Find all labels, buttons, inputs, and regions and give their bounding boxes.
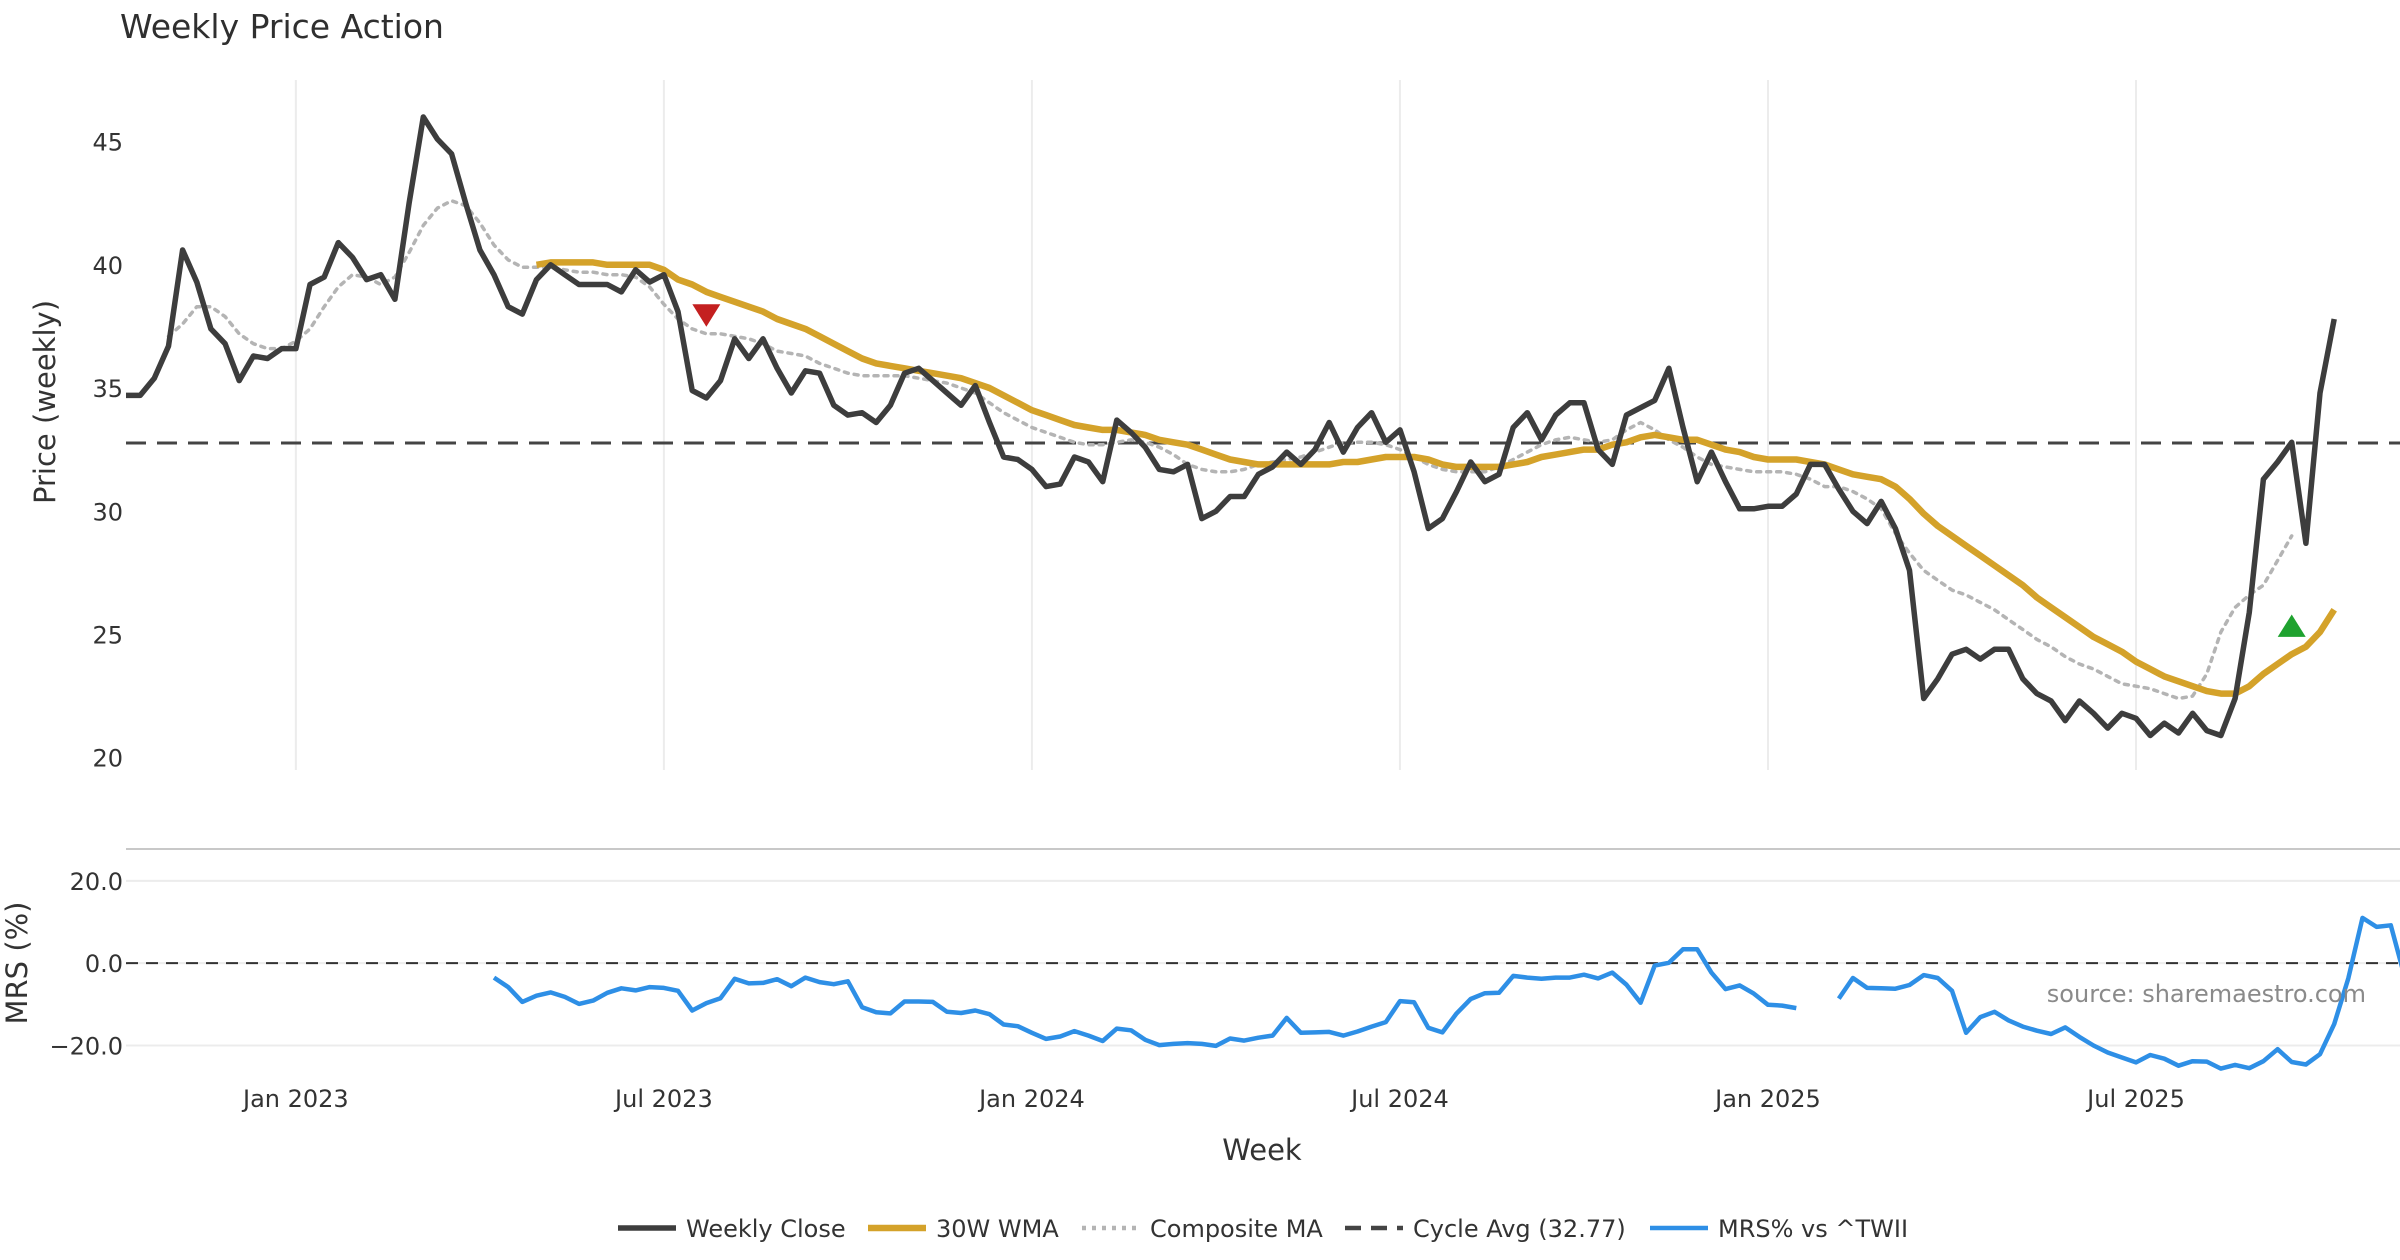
series-layer bbox=[126, 114, 2400, 1071]
x-tick-label: Jan 2025 bbox=[1713, 1085, 1821, 1113]
y-tick-label: 45 bbox=[92, 129, 123, 157]
y-tick-label: −20.0 bbox=[49, 1033, 123, 1061]
legend-label-30w-wma: 30W WMA bbox=[936, 1215, 1059, 1243]
mrs-panel-ylabel: MRS (%) bbox=[0, 902, 34, 1025]
signal-markers bbox=[692, 304, 2306, 637]
x-tick-label: Jan 2024 bbox=[977, 1085, 1085, 1113]
y-tick-label: 0.0 bbox=[85, 950, 123, 978]
legend-label-cycle-avg-32-77: Cycle Avg (32.77) bbox=[1413, 1215, 1626, 1243]
sell-signal-marker bbox=[692, 304, 721, 327]
y-tick-label: 20 bbox=[92, 745, 123, 773]
series-mrs-vs-twii bbox=[492, 915, 2400, 1071]
x-tick-label: Jul 2023 bbox=[613, 1085, 713, 1113]
legend-label-mrs-vs-twii: MRS% vs ^TWII bbox=[1718, 1215, 1908, 1243]
buy-signal-marker bbox=[2277, 614, 2306, 637]
y-tick-label: 40 bbox=[92, 252, 123, 280]
x-tick-labels: Jan 2023 Jul 2023 Jan 2024 Jul 2024 Jan 2025… bbox=[241, 1085, 2185, 1113]
y-tick-label: 35 bbox=[92, 375, 123, 403]
series-composite-ma bbox=[166, 199, 2294, 701]
source-watermark: source: sharemaestro.com bbox=[2047, 980, 2366, 1008]
y-tick-label: 20.0 bbox=[70, 868, 123, 896]
y-tick-label: 30 bbox=[92, 498, 123, 526]
legend-label-weekly-close: Weekly Close bbox=[686, 1215, 846, 1243]
x-tick-label: Jan 2023 bbox=[241, 1085, 349, 1113]
x-tick-label: Jul 2025 bbox=[2085, 1085, 2185, 1113]
price-panel-ylabel: Price (weekly) bbox=[28, 300, 62, 504]
y-tick-labels: 20 25 30 35 40 45 −20.0 0.0 20.0 bbox=[49, 129, 123, 1061]
grid-layer bbox=[126, 80, 2400, 1047]
chart-legend: Weekly Close 30W WMA Composite MA Cycle Avg… bbox=[618, 1215, 1908, 1243]
series-30w-wma bbox=[535, 259, 2337, 697]
legend-label-composite-ma: Composite MA bbox=[1150, 1215, 1323, 1243]
chart-title: Weekly Price Action bbox=[120, 7, 444, 46]
x-axis-label: Week bbox=[1222, 1133, 1302, 1167]
y-tick-label: 25 bbox=[92, 621, 123, 649]
series-weekly-close bbox=[126, 114, 2337, 739]
x-tick-label: Jul 2024 bbox=[1349, 1085, 1449, 1113]
